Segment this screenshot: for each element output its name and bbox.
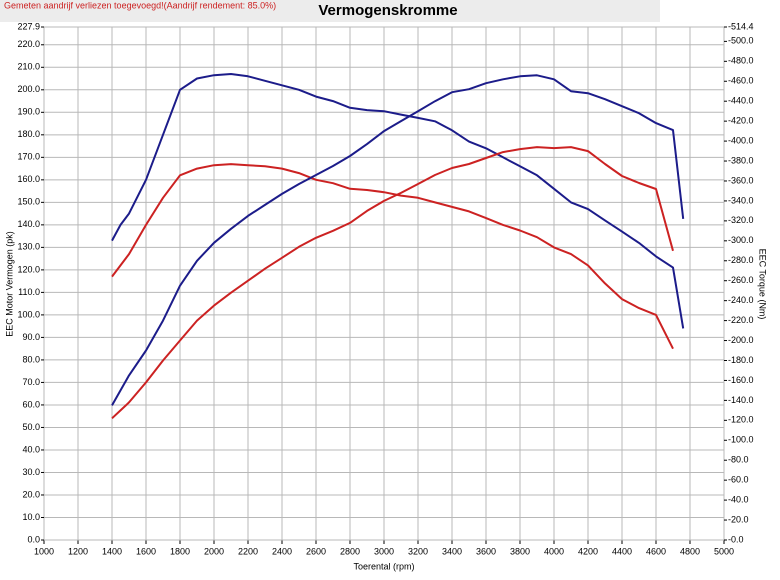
- y2-tick-label: -480.0: [728, 56, 754, 66]
- x-tick-label: 4400: [612, 546, 632, 556]
- y2-tick-label: -320.0: [728, 215, 754, 225]
- y-tick-label: 0.0: [27, 534, 40, 544]
- title-bar: [0, 0, 660, 22]
- y2-tick-label: -20.0: [728, 514, 749, 524]
- y2-tick-label: -500.0: [728, 36, 754, 46]
- x-tick-label: 1200: [68, 546, 88, 556]
- line-series: [111, 73, 685, 329]
- y2-tick-label: -460.0: [728, 76, 754, 86]
- y2-tick-label: -60.0: [728, 475, 749, 485]
- y-tick-label: 180.0: [17, 129, 40, 139]
- x-tick-label: 3800: [510, 546, 530, 556]
- y-axis-label: EEC Motor Vermogen (pk): [4, 231, 14, 337]
- y-tick-label: 90.0: [22, 332, 40, 342]
- subtitle: Gemeten aandrijf verliezen toegevoegd!(A…: [4, 0, 276, 10]
- x-tick-label: 2800: [340, 546, 360, 556]
- x-tick-label: 5000: [714, 546, 734, 556]
- y-tick-label: 130.0: [17, 242, 40, 252]
- x-tick-label: 3400: [442, 546, 462, 556]
- x-tick-label: 4200: [578, 546, 598, 556]
- y-tick-label: 50.0: [22, 422, 40, 432]
- y-tick-label: 140.0: [17, 219, 40, 229]
- y2-tick-label: -240.0: [728, 295, 754, 305]
- y2-tick-label: -0.0: [728, 534, 744, 544]
- y-tick-label: 150.0: [17, 197, 40, 207]
- x-tick-label: 2400: [272, 546, 292, 556]
- x-tick-label: 2200: [238, 546, 258, 556]
- y2-tick-label: -40.0: [728, 494, 749, 504]
- y-tick-label: 30.0: [22, 467, 40, 477]
- x-tick-label: 4000: [544, 546, 564, 556]
- x-tick-label: 3600: [476, 546, 496, 556]
- y2-tick-label: -80.0: [728, 455, 749, 465]
- x-tick-label: 3200: [408, 546, 428, 556]
- y2-tick-label: -360.0: [728, 175, 754, 185]
- y-tick-label: 60.0: [22, 399, 40, 409]
- y2-tick-label: -140.0: [728, 395, 754, 405]
- y-tick-label: 200.0: [17, 84, 40, 94]
- x-axis-label: Toerental (rpm): [353, 561, 414, 571]
- line-series: [111, 146, 674, 420]
- x-tick-label: 2000: [204, 546, 224, 556]
- y-tick-label: 220.0: [17, 39, 40, 49]
- x-tick-label: 4800: [680, 546, 700, 556]
- x-tick-label: 1600: [136, 546, 156, 556]
- y2-tick-label: -280.0: [728, 255, 754, 265]
- y2-tick-label: -180.0: [728, 355, 754, 365]
- x-tick-label: 1000: [34, 546, 54, 556]
- y-tick-label: 80.0: [22, 354, 40, 364]
- y2-tick-label: -380.0: [728, 155, 754, 165]
- y2-tick-label: -220.0: [728, 315, 754, 325]
- y-tick-label: 170.0: [17, 152, 40, 162]
- x-tick-label: 1800: [170, 546, 190, 556]
- y2-tick-label: -400.0: [728, 135, 754, 145]
- x-tick-label: 1400: [102, 546, 122, 556]
- x-tick-label: 3000: [374, 546, 394, 556]
- y-tick-label: 10.0: [22, 512, 40, 522]
- line-series: [111, 74, 685, 406]
- y-tick-label: 120.0: [17, 264, 40, 274]
- y-tick-label: 190.0: [17, 107, 40, 117]
- y-tick-label: 227.9: [17, 21, 40, 31]
- y-tick-label: 40.0: [22, 444, 40, 454]
- y-tick-label: 110.0: [18, 287, 40, 297]
- y2-tick-label: -340.0: [728, 195, 754, 205]
- y2-tick-label: -160.0: [728, 375, 754, 385]
- y2-tick-label: -100.0: [728, 435, 754, 445]
- y2-tick-label: -440.0: [728, 96, 754, 106]
- x-tick-label: 2600: [306, 546, 326, 556]
- y-tick-label: 160.0: [17, 174, 40, 184]
- y2-tick-label: -200.0: [728, 335, 754, 345]
- y-tick-label: 20.0: [22, 489, 40, 499]
- chart-title: Vermogenskromme: [318, 2, 457, 19]
- y2-tick-label: -420.0: [728, 116, 754, 126]
- y2-tick-label: -260.0: [728, 275, 754, 285]
- y-tick-label: 100.0: [17, 309, 40, 319]
- line-series: [111, 163, 674, 350]
- y2-tick-label: -120.0: [728, 415, 754, 425]
- y-tick-label: 70.0: [22, 377, 40, 387]
- y-tick-label: 210.0: [17, 62, 40, 72]
- y2-axis-label: EEC Torque (Nm): [758, 249, 768, 320]
- y2-tick-label: -514.4: [728, 21, 754, 31]
- y2-tick-label: -300.0: [728, 235, 754, 245]
- x-tick-label: 4600: [646, 546, 666, 556]
